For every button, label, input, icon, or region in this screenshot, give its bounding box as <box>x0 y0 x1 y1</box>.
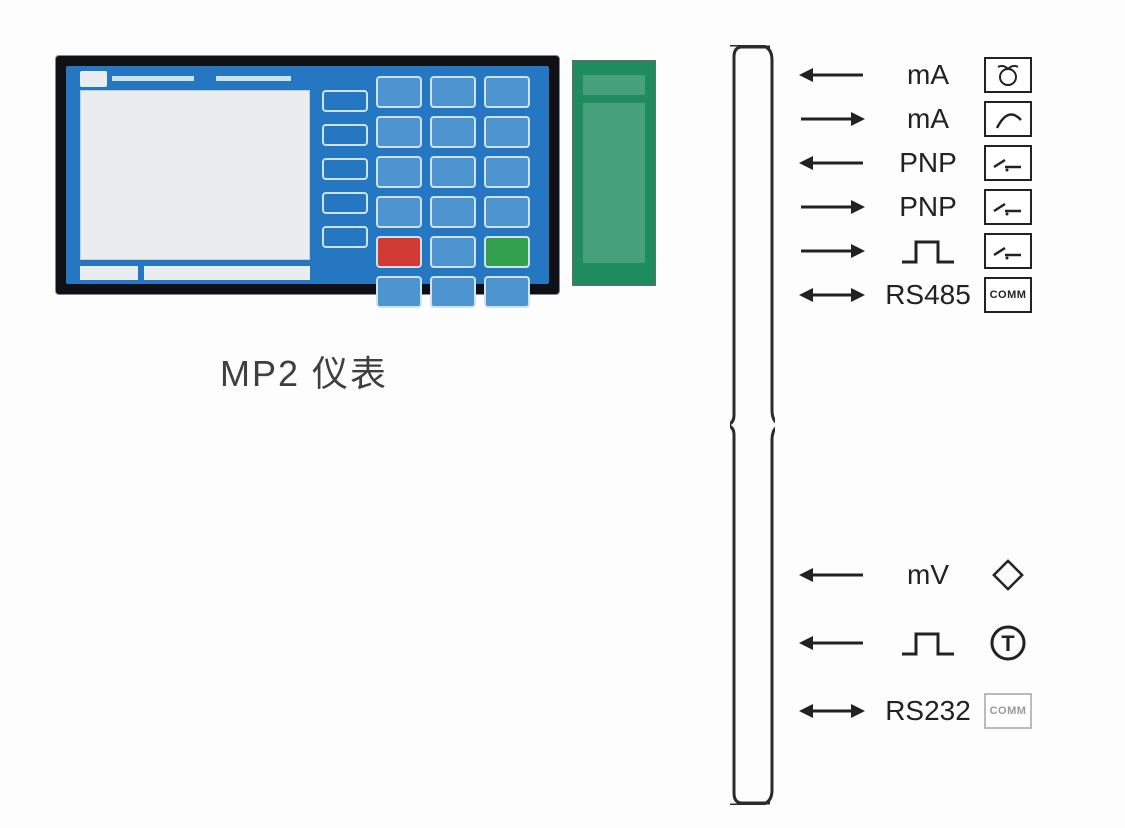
signal-list-top: mA mA PNP PNP RS485COMM <box>792 55 1102 319</box>
key[interactable] <box>376 116 422 148</box>
signal-label: RS232 <box>872 695 984 727</box>
signal-label: mA <box>872 59 984 91</box>
signal-row <box>792 231 1102 271</box>
symbol-arc <box>984 101 1032 137</box>
key-ok[interactable] <box>484 236 530 268</box>
side-buttons <box>322 90 368 260</box>
signal-list-bottom: mV T RS232COMM <box>792 555 1102 759</box>
symbol-switch <box>984 233 1032 269</box>
panel-top-line-2 <box>216 76 291 81</box>
side-button[interactable] <box>322 124 368 146</box>
panel-top-line-1 <box>112 76 194 81</box>
arrow-right-icon <box>792 109 872 129</box>
key[interactable] <box>376 76 422 108</box>
device-caption: MP2 仪表 <box>220 345 388 397</box>
key[interactable] <box>430 156 476 188</box>
symbol-comm: COMM <box>984 277 1032 313</box>
symbol-switch <box>984 189 1032 225</box>
key[interactable] <box>430 276 476 308</box>
signal-label: PNP <box>872 147 984 179</box>
key[interactable] <box>484 196 530 228</box>
key[interactable] <box>430 76 476 108</box>
device-panel <box>66 66 549 284</box>
key-cancel[interactable] <box>376 236 422 268</box>
key[interactable] <box>484 276 530 308</box>
arrow-right-icon <box>792 197 872 217</box>
arrow-right-icon <box>792 241 872 261</box>
key[interactable] <box>430 236 476 268</box>
signal-row: RS232COMM <box>792 691 1102 731</box>
arrow-left-icon <box>792 565 872 585</box>
arrow-both-icon <box>792 285 872 305</box>
keypad <box>376 76 538 316</box>
bracket-icon <box>730 45 775 805</box>
arrow-left-icon <box>792 65 872 85</box>
arrow-both-icon <box>792 701 872 721</box>
key[interactable] <box>376 276 422 308</box>
symbol-diamond <box>984 557 1032 593</box>
signal-row: T <box>792 623 1102 663</box>
signal-label: mA <box>872 103 984 135</box>
signal-label <box>872 234 984 268</box>
signal-row: PNP <box>792 187 1102 227</box>
symbol-comm: COMM <box>984 693 1032 729</box>
side-button[interactable] <box>322 192 368 214</box>
pcb-board <box>572 60 656 286</box>
key[interactable] <box>430 196 476 228</box>
side-button[interactable] <box>322 226 368 248</box>
key[interactable] <box>484 156 530 188</box>
signal-label: mV <box>872 559 984 591</box>
signal-label <box>872 626 984 660</box>
symbol-t-icon: T <box>984 625 1032 661</box>
panel-logo <box>80 71 107 87</box>
arrow-left-icon <box>792 633 872 653</box>
panel-bottom-box-1 <box>80 266 138 280</box>
signal-row: mA <box>792 55 1102 95</box>
key[interactable] <box>484 76 530 108</box>
key[interactable] <box>430 116 476 148</box>
device-bezel <box>55 55 560 295</box>
side-button[interactable] <box>322 158 368 180</box>
arrow-left-icon <box>792 153 872 173</box>
signal-row: PNP <box>792 143 1102 183</box>
panel-bottom-box-2 <box>144 266 310 280</box>
signal-row: mV <box>792 555 1102 595</box>
key[interactable] <box>376 196 422 228</box>
signal-label: PNP <box>872 191 984 223</box>
side-button[interactable] <box>322 90 368 112</box>
signal-label: RS485 <box>872 279 984 311</box>
svg-text:T: T <box>1001 631 1015 656</box>
key[interactable] <box>376 156 422 188</box>
signal-row: RS485COMM <box>792 275 1102 315</box>
signal-row: mA <box>792 99 1102 139</box>
device-screen <box>80 90 310 260</box>
key[interactable] <box>484 116 530 148</box>
symbol-switch <box>984 145 1032 181</box>
symbol-coil <box>984 57 1032 93</box>
